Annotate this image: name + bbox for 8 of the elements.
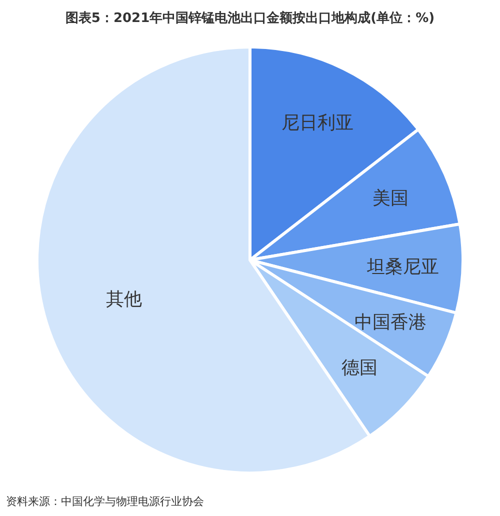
slice-label: 中国香港 [354,312,426,333]
chart-title: 图表5：2021年中国锌锰电池出口金额按出口地构成(单位：%) [65,10,435,26]
slice-label: 德国 [341,357,378,378]
slice-label: 其他 [106,288,142,310]
slice-label: 坦桑尼亚 [366,256,440,278]
slice-label: 美国 [372,188,408,210]
text: 资料来源：中国化学与物理电源行业协会 [6,495,204,508]
slice-label: 尼日利亚 [281,112,354,134]
